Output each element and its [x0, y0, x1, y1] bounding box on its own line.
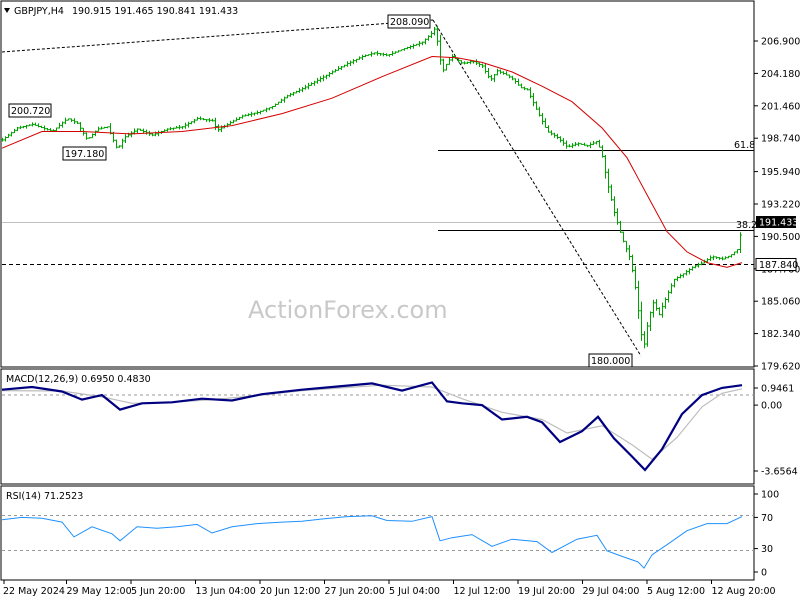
- rsi-line: [1, 515, 743, 569]
- macd-y-axis: 0.9461 0.00 -3.6564: [754, 384, 798, 478]
- swing-label-2: 197.180: [65, 149, 104, 160]
- upper-trendline: [1, 19, 434, 53]
- time-axis: 22 May 2024 29 May 12:00 5 Jun 20:00 13 Jun…: [3, 580, 776, 597]
- macd-axis-tick-label: -3.6564: [761, 467, 798, 478]
- support-price-tag: 187.840: [755, 258, 798, 271]
- swing-label-box-1: 200.720: [8, 103, 52, 118]
- swing-label-1: 200.720: [11, 106, 50, 117]
- high-label: 208.090: [390, 17, 429, 28]
- rsi-y-axis: 100 70 30 0: [754, 490, 779, 579]
- time-tick-label: 20 Jun 12:00: [260, 586, 320, 597]
- fib-label-382: 38.2: [736, 220, 757, 231]
- time-tick-label: 27 Jun 20:00: [325, 586, 385, 597]
- watermark: ActionForex.com: [248, 296, 448, 324]
- time-tick-label: 19 Jul 20:00: [518, 586, 575, 597]
- time-tick-label: 22 May 2024: [3, 586, 65, 597]
- price-axis-tick-label: 182.340: [761, 329, 800, 340]
- collapse-triangle-icon[interactable]: [4, 8, 10, 13]
- rsi-panel-frame: [0, 485, 755, 581]
- price-axis-tick-label: 198.740: [761, 134, 800, 145]
- last-price-value: 191.433: [759, 218, 798, 229]
- price-axis-tick-label: 193.220: [761, 200, 800, 211]
- rsi-axis-tick-label: 100: [761, 490, 779, 501]
- low-label-box: 180.000: [588, 353, 633, 368]
- price-axis-tick-label: 201.460: [761, 101, 800, 112]
- price-axis-tick-label: 190.500: [761, 232, 800, 243]
- macd-line: [1, 381, 743, 472]
- price-axis-tick-label: 195.940: [761, 167, 800, 178]
- price-axis-tick-label: 179.620: [761, 362, 800, 373]
- price-candles: [1, 25, 742, 349]
- rsi-title: RSI(14) 71.2523: [6, 491, 83, 502]
- fib-swing-line: [432, 19, 642, 357]
- time-tick-label: 29 May 12:00: [67, 586, 132, 597]
- macd-title: MACD(12,26,9) 0.6950 0.4830: [6, 374, 151, 385]
- time-tick-label: 12 Jul 12:00: [454, 586, 511, 597]
- support-price-value: 187.840: [759, 260, 798, 271]
- fib-label-618: 61.8: [734, 140, 755, 151]
- macd-axis-tick-label: 0.00: [761, 401, 782, 412]
- last-price-tag: 191.433: [756, 216, 798, 229]
- time-tick-label: 5 Jul 04:00: [389, 586, 440, 597]
- high-label-box: 208.090: [387, 14, 431, 29]
- swing-label-box-2: 197.180: [62, 146, 107, 161]
- price-axis-tick-label: 185.060: [761, 297, 800, 308]
- time-tick-label: 12 Aug 20:00: [712, 586, 776, 597]
- rsi-axis-tick-label: 0: [761, 568, 767, 579]
- symbol-label: GBPJPY,H4: [14, 6, 64, 17]
- low-label: 180.000: [591, 356, 630, 367]
- time-tick-label: 5 Jun 20:00: [131, 586, 185, 597]
- price-axis-tick-label: 204.180: [761, 69, 800, 80]
- time-tick-label: 5 Aug 12:00: [647, 586, 705, 597]
- macd-panel-frame: [0, 368, 755, 485]
- time-tick-label: 29 Jul 04:00: [583, 586, 640, 597]
- price-panel-frame: [0, 0, 755, 368]
- moving-average-line: [1, 55, 743, 268]
- price-axis-tick-label: 206.900: [761, 37, 800, 48]
- time-tick-label: 13 Jun 04:00: [196, 586, 256, 597]
- ohlc-label: 190.915 191.465 190.841 191.433: [72, 6, 238, 17]
- macd-axis-tick-label: 0.9461: [761, 384, 794, 395]
- rsi-axis-tick-label: 30: [761, 544, 773, 555]
- rsi-axis-tick-label: 70: [761, 513, 773, 524]
